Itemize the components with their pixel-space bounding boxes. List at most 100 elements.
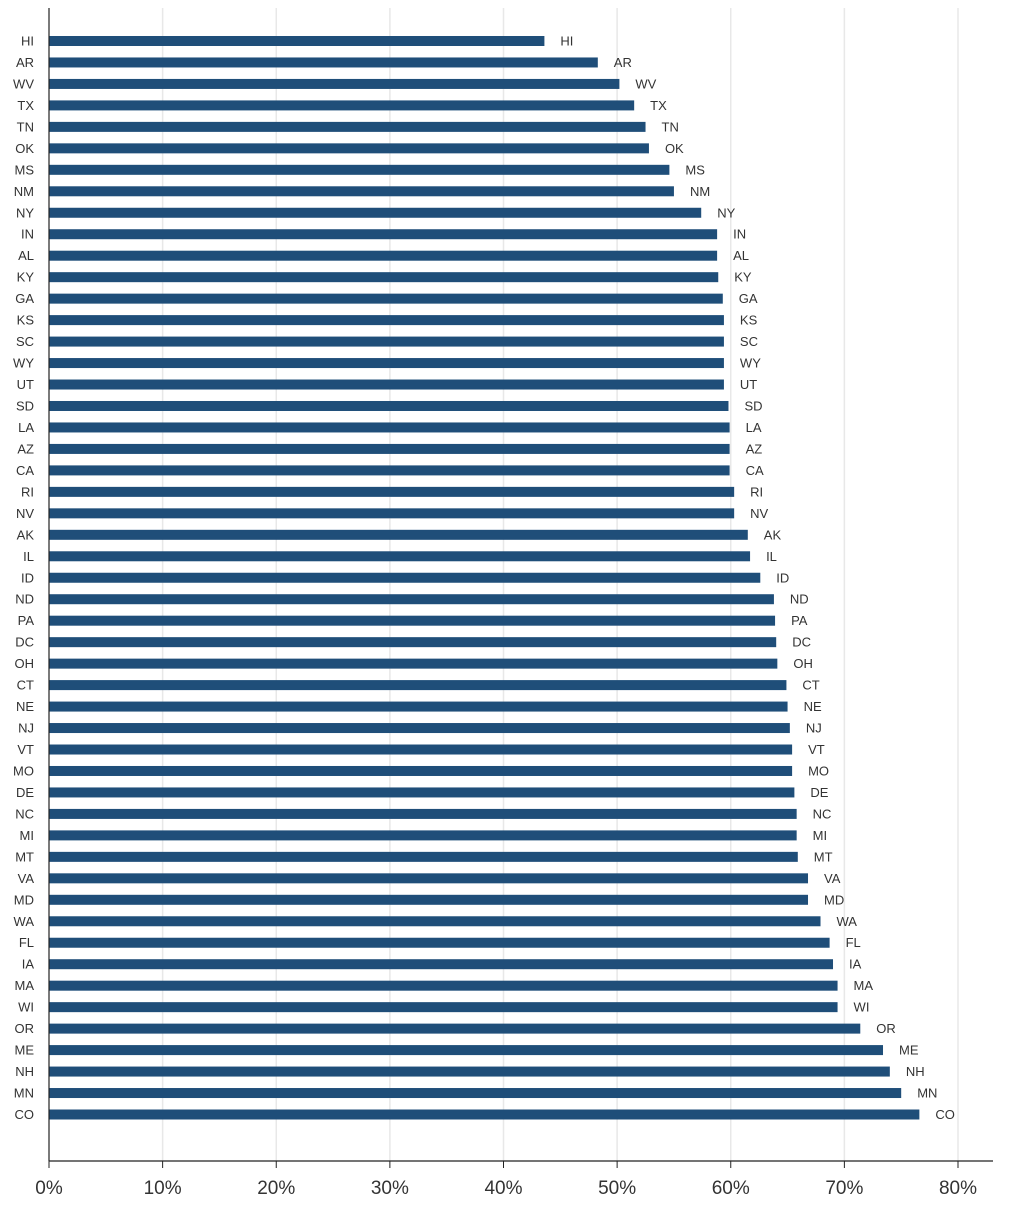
- data-label: DE: [810, 785, 828, 800]
- bar-co: [49, 1109, 920, 1120]
- x-tick-label: 60%: [712, 1178, 750, 1199]
- bar-il: [49, 551, 751, 562]
- data-label: MN: [917, 1086, 937, 1101]
- bar-ut: [49, 379, 724, 390]
- category-label: AZ: [17, 441, 34, 456]
- category-label: IA: [22, 957, 35, 972]
- category-label: AR: [16, 55, 34, 70]
- category-label: ID: [21, 570, 34, 585]
- bar-wv: [49, 78, 620, 89]
- category-label: CO: [15, 1107, 35, 1122]
- category-label: NH: [15, 1064, 34, 1079]
- bar-ri: [49, 486, 735, 497]
- category-label: TN: [17, 119, 34, 134]
- data-label: ME: [899, 1043, 919, 1058]
- data-label: AK: [764, 527, 782, 542]
- x-tick-label: 50%: [598, 1178, 636, 1199]
- bar-ny: [49, 207, 702, 218]
- data-label: MA: [854, 978, 874, 993]
- category-label: HI: [21, 34, 34, 49]
- data-label: RI: [750, 484, 763, 499]
- category-label: NV: [16, 506, 34, 521]
- x-tick-label: 20%: [257, 1178, 295, 1199]
- data-label: AZ: [746, 441, 763, 456]
- bar-nh: [49, 1066, 890, 1077]
- category-label: FL: [19, 935, 34, 950]
- category-label: MA: [15, 978, 35, 993]
- category-label: SD: [16, 398, 34, 413]
- data-label: AL: [733, 248, 749, 263]
- data-label: DC: [792, 635, 811, 650]
- category-label: DE: [16, 785, 34, 800]
- data-label: SC: [740, 334, 758, 349]
- category-label: MN: [14, 1086, 34, 1101]
- category-label: MS: [15, 162, 35, 177]
- data-label: PA: [791, 613, 808, 628]
- category-label: NJ: [18, 721, 34, 736]
- category-label: SC: [16, 334, 34, 349]
- data-label: VA: [824, 871, 841, 886]
- x-tick-label: 80%: [939, 1178, 977, 1199]
- category-label: ME: [15, 1043, 35, 1058]
- category-label: MD: [14, 892, 34, 907]
- category-label: CT: [17, 678, 34, 693]
- bar-ia: [49, 959, 834, 970]
- data-label: NV: [750, 506, 768, 521]
- bar-ma: [49, 980, 838, 991]
- bar-mt: [49, 851, 798, 862]
- category-label: DC: [15, 635, 34, 650]
- category-label: TX: [17, 98, 34, 113]
- bars: [49, 36, 920, 1120]
- data-label: KS: [740, 313, 758, 328]
- data-label: AR: [614, 55, 632, 70]
- category-label: MT: [15, 849, 34, 864]
- bar-wa: [49, 916, 821, 927]
- category-label: VT: [17, 742, 34, 757]
- bar-pa: [49, 615, 776, 626]
- bar-nd: [49, 594, 774, 605]
- data-label: UT: [740, 377, 757, 392]
- data-label: WI: [854, 1000, 870, 1015]
- bar-nj: [49, 723, 790, 734]
- category-label: NC: [15, 806, 34, 821]
- x-tick-label: 10%: [144, 1178, 182, 1199]
- category-label: KY: [17, 270, 35, 285]
- data-label: KY: [734, 270, 752, 285]
- data-label: MI: [813, 828, 827, 843]
- data-label: IN: [733, 227, 746, 242]
- bar-ms: [49, 164, 670, 175]
- bar-wy: [49, 358, 724, 369]
- bar-tx: [49, 100, 635, 111]
- category-label: OR: [15, 1021, 35, 1036]
- category-label: OK: [15, 141, 34, 156]
- category-label: CA: [16, 463, 34, 478]
- data-label: VT: [808, 742, 825, 757]
- data-label: WY: [740, 356, 761, 371]
- data-label: HI: [560, 34, 573, 49]
- category-label: KS: [17, 313, 35, 328]
- bar-mo: [49, 765, 793, 776]
- category-label: NM: [14, 184, 34, 199]
- bar-ne: [49, 701, 788, 712]
- data-label: CA: [746, 463, 764, 478]
- category-label: ND: [15, 592, 34, 607]
- bar-in: [49, 229, 718, 240]
- bar-md: [49, 894, 809, 905]
- category-label: LA: [18, 420, 34, 435]
- bar-wi: [49, 1002, 838, 1013]
- category-label: PA: [18, 613, 35, 628]
- data-label: CO: [935, 1107, 955, 1122]
- category-label: NE: [16, 699, 34, 714]
- data-label: MT: [814, 849, 833, 864]
- bar-ks: [49, 315, 724, 326]
- bar-nv: [49, 508, 735, 519]
- data-label: OK: [665, 141, 684, 156]
- bar-ak: [49, 529, 748, 540]
- bar-fl: [49, 937, 830, 948]
- data-label: NY: [717, 205, 735, 220]
- x-axis-ticks: 0% 10% 20% 30% 40% 50% 60% 70% 80%: [35, 1161, 977, 1199]
- bar-hi: [49, 36, 545, 46]
- bar-ct: [49, 680, 787, 691]
